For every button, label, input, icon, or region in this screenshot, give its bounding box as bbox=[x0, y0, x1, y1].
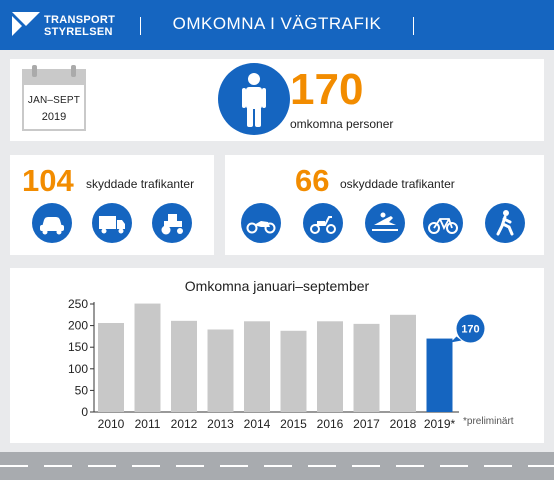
callout-value: 170 bbox=[461, 324, 479, 336]
protected-value: 104 bbox=[22, 163, 74, 198]
logo-line-2: STYRELSEN bbox=[44, 26, 113, 38]
tractor-icon bbox=[152, 203, 192, 243]
unprotected-road-users-card: 66 oskyddade trafikanter bbox=[225, 155, 544, 255]
bar-2012 bbox=[171, 320, 197, 412]
callout-pointer bbox=[450, 336, 462, 343]
x-tick-label: 2010 bbox=[98, 417, 125, 431]
preliminary-footnote: *preliminärt bbox=[463, 416, 514, 427]
x-tick-label: 2011 bbox=[135, 417, 161, 431]
bar-2010 bbox=[98, 323, 124, 412]
bicycle-icon bbox=[423, 203, 463, 243]
bar-2017 bbox=[353, 323, 380, 412]
transportstyrelsen-logo: TRANSPORT STYRELSEN bbox=[12, 10, 142, 42]
bar-2014 bbox=[244, 321, 270, 412]
chart-title: Omkomna januari–september bbox=[184, 278, 370, 294]
person-icon bbox=[218, 63, 290, 135]
bar-2015 bbox=[280, 330, 307, 412]
x-tick-label: 2019* bbox=[424, 417, 456, 431]
protected-road-users-card: 104 skyddade trafikanter bbox=[10, 155, 214, 255]
y-tick-label: 200 bbox=[68, 319, 88, 333]
total-summary-card: JAN–SEPT 2019 170 omkomna personer bbox=[10, 59, 544, 141]
x-tick-label: 2017 bbox=[353, 417, 380, 431]
callout-bubble bbox=[456, 314, 485, 343]
period-year: 2019 bbox=[41, 111, 67, 123]
x-tick-label: 2012 bbox=[171, 417, 198, 431]
pedestrian-icon bbox=[485, 203, 525, 243]
x-tick-label: 2016 bbox=[317, 417, 344, 431]
header-bar: TRANSPORT STYRELSEN OMKOMNA I VÄGTRAFIK bbox=[0, 0, 554, 50]
y-tick-label: 100 bbox=[68, 362, 88, 376]
motorcycle-icon bbox=[241, 203, 281, 243]
x-tick-label: 2014 bbox=[244, 417, 271, 431]
x-tick-label: 2015 bbox=[280, 417, 307, 431]
page-title: OMKOMNA I VÄGTRAFIK bbox=[140, 14, 414, 35]
calendar-icon: JAN–SEPT 2019 bbox=[22, 65, 86, 131]
car-icon bbox=[32, 203, 72, 243]
bar-2013 bbox=[207, 329, 234, 412]
total-deaths-label: omkomna personer bbox=[290, 117, 394, 131]
bar-2018 bbox=[390, 314, 416, 412]
x-tick-label: 2013 bbox=[207, 417, 234, 431]
y-tick-label: 50 bbox=[75, 383, 89, 397]
moped-icon bbox=[303, 203, 343, 243]
logo-line-1: TRANSPORT bbox=[44, 14, 116, 26]
snowmobile-icon bbox=[365, 203, 405, 243]
road-decoration bbox=[0, 452, 554, 480]
bar-2016 bbox=[317, 321, 343, 412]
x-tick-label: 2018 bbox=[390, 417, 417, 431]
truck-icon bbox=[92, 203, 132, 243]
y-tick-label: 250 bbox=[68, 297, 88, 311]
bar-2019 bbox=[426, 338, 453, 412]
bar-2011 bbox=[134, 303, 161, 412]
chart-card: Omkomna januari–september 0 50 100 150 200 25… bbox=[10, 268, 544, 443]
y-tick-label: 0 bbox=[81, 405, 88, 419]
logo-arrow-icon bbox=[12, 12, 40, 36]
unprotected-value: 66 bbox=[295, 163, 330, 198]
y-tick-label: 150 bbox=[68, 340, 88, 354]
total-deaths-value: 170 bbox=[290, 65, 364, 114]
unprotected-label: oskyddade trafikanter bbox=[340, 177, 455, 191]
protected-label: skyddade trafikanter bbox=[86, 177, 195, 191]
bar-chart: 0 50 100 150 200 250 2010 2011 2012 2013 2014 2015 2… bbox=[68, 297, 485, 431]
period-months: JAN–SEPT bbox=[27, 95, 81, 106]
